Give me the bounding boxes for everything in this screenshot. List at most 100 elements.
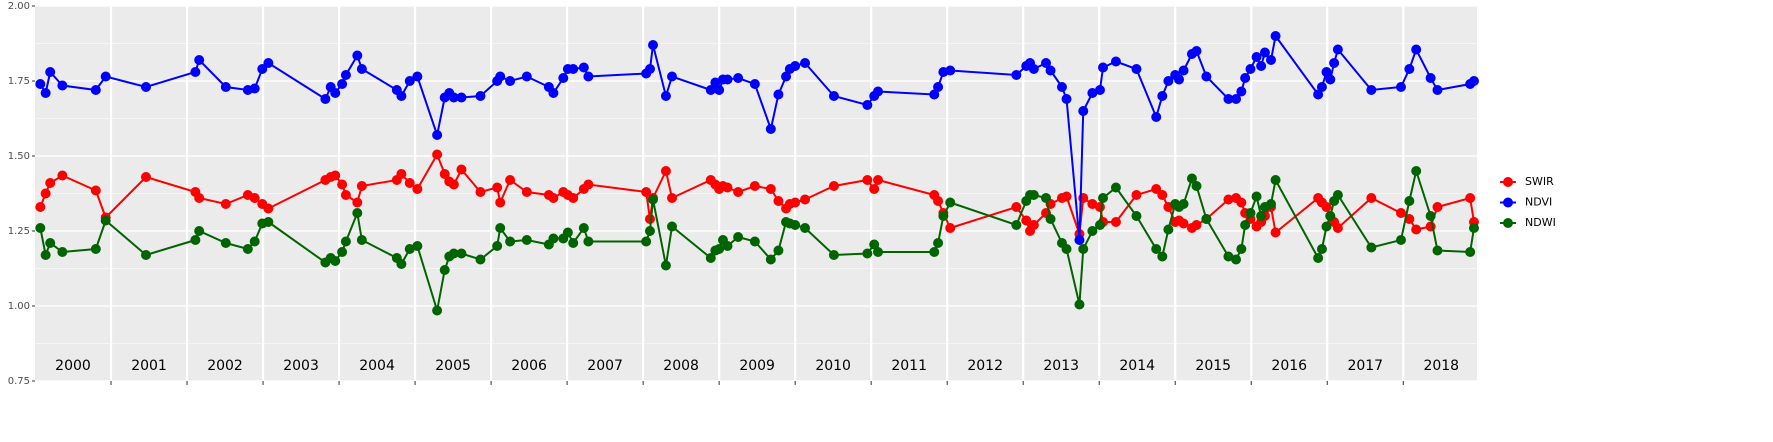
point [1191,220,1202,230]
point [873,247,884,257]
point [1251,191,1262,202]
point [1151,244,1162,254]
point [644,214,655,224]
point [1151,112,1162,122]
point [749,236,760,247]
point [40,88,51,98]
point [1074,235,1085,245]
point [1110,182,1121,193]
point [1270,227,1281,238]
point [1028,64,1039,74]
point [1098,193,1109,203]
point [1465,247,1476,257]
point [45,178,56,188]
point [1316,82,1327,92]
point [356,181,367,191]
y-tick-label: 2.00 [8,1,30,12]
point [714,85,725,95]
point [1468,223,1479,233]
point [568,64,579,74]
point [35,223,46,233]
point [765,124,776,134]
point [249,193,260,203]
point [1201,214,1212,224]
point [40,188,51,199]
point [412,241,423,251]
point [1316,244,1327,254]
point [722,241,733,251]
point [945,197,956,208]
point [1432,245,1443,256]
point [1191,181,1202,191]
point [263,58,274,68]
point [644,226,655,236]
point [790,197,801,208]
point [800,58,811,68]
point [1045,65,1056,76]
point [1266,55,1276,65]
point [1325,74,1336,85]
point [100,71,111,82]
year-label: 2005 [435,358,471,374]
point [773,196,784,206]
point [1332,223,1343,233]
year-label: 2003 [283,358,319,374]
point [862,100,873,110]
point [562,227,573,238]
point [35,202,46,212]
point [1366,85,1377,95]
point [1223,251,1234,262]
point [710,77,721,88]
point [1151,184,1162,194]
point [45,67,56,77]
point [100,215,111,226]
y-tick-label: 1.75 [8,76,30,87]
point [828,181,839,191]
point [765,254,776,265]
legend-marker [1503,218,1513,228]
point [249,236,260,247]
point [1078,106,1089,116]
point [1332,190,1343,200]
point [352,208,363,218]
point [432,149,443,160]
year-label: 2018 [1423,358,1459,374]
point [548,233,559,244]
point [194,193,205,203]
point [1201,71,1212,82]
point [733,232,744,242]
point [1074,299,1085,310]
point [396,169,407,179]
year-label: 2012 [967,358,1003,374]
point [1223,94,1234,104]
point [448,179,459,190]
year-label: 2017 [1347,358,1383,374]
point [1432,202,1443,212]
point [505,175,516,185]
legend-marker [1503,197,1513,208]
year-label: 2000 [55,358,91,374]
point [1411,166,1422,176]
point [1321,67,1332,77]
point [1321,202,1332,212]
y-tick-label: 0.75 [8,376,30,387]
y-tick-label: 1.50 [8,151,30,162]
point [57,247,68,257]
point [790,220,801,230]
point [1321,221,1332,232]
point [412,184,423,194]
year-label: 2008 [663,358,699,374]
point [869,184,880,194]
point [644,64,655,74]
point [521,71,532,82]
year-label: 2004 [359,358,395,374]
point [1425,211,1436,221]
year-label: 2001 [131,358,167,374]
point [220,82,231,92]
point [1094,220,1105,230]
point [45,238,56,248]
point [869,239,880,250]
point [1061,94,1072,104]
point [40,250,51,260]
point [568,193,579,203]
